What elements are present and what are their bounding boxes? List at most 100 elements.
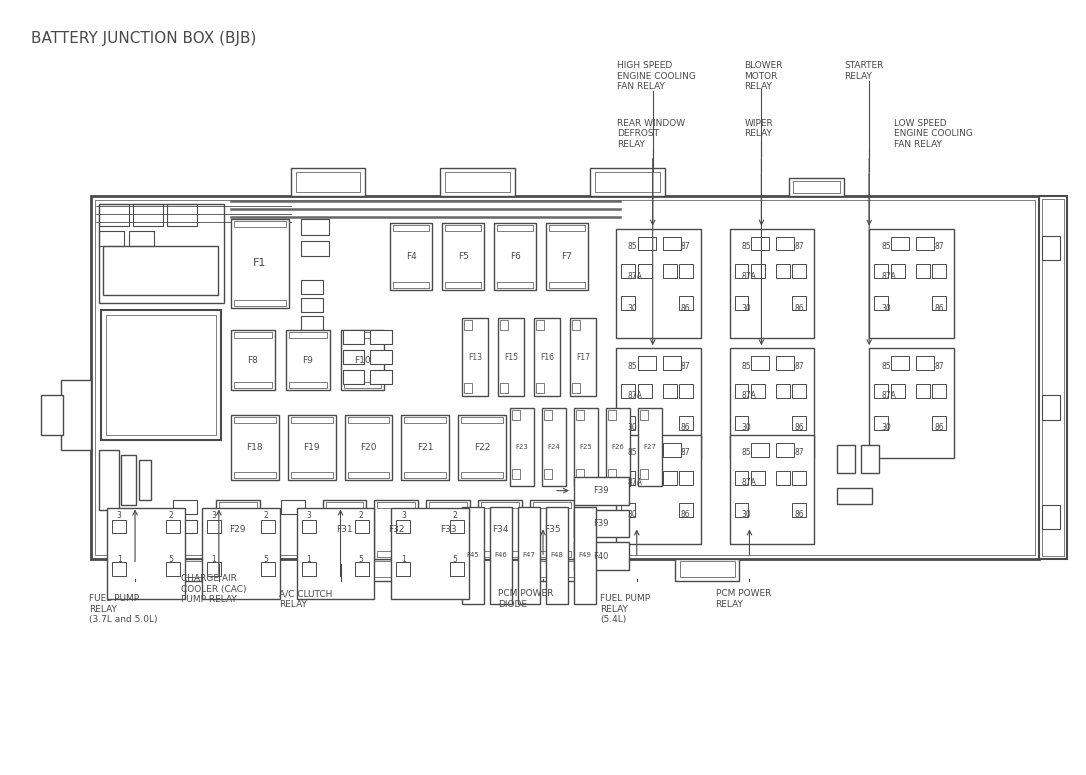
Bar	[793, 416, 806, 430]
Bar	[289, 332, 327, 338]
Text: 87A: 87A	[628, 391, 643, 401]
Text: 30: 30	[742, 510, 752, 519]
Bar	[793, 264, 806, 278]
Bar	[752, 384, 766, 398]
Bar	[478, 500, 522, 560]
Bar	[734, 416, 748, 430]
Bar	[91, 196, 1038, 560]
Bar	[662, 470, 677, 484]
Text: F24: F24	[547, 444, 560, 450]
Bar	[674, 560, 740, 581]
Bar	[679, 416, 693, 430]
Bar	[96, 200, 1035, 556]
Bar	[637, 236, 656, 250]
Text: F23: F23	[516, 444, 529, 450]
Bar	[752, 356, 769, 370]
Bar	[790, 177, 844, 196]
Text: 87A: 87A	[742, 272, 756, 281]
Bar	[345, 561, 401, 577]
Text: F18: F18	[247, 443, 263, 452]
Bar	[106, 315, 216, 435]
Bar	[544, 469, 552, 479]
Bar	[662, 356, 681, 370]
Bar	[776, 264, 791, 278]
Text: 5: 5	[453, 555, 457, 564]
Bar	[99, 204, 224, 303]
Bar	[730, 348, 814, 458]
Bar	[640, 469, 647, 479]
Bar	[391, 508, 469, 599]
Bar	[296, 508, 375, 599]
Text: HIGH SPEED
ENGINE COOLING
FAN RELAY: HIGH SPEED ENGINE COOLING FAN RELAY	[617, 61, 696, 91]
Text: 87: 87	[681, 448, 691, 457]
Text: 85: 85	[742, 242, 752, 251]
Bar	[874, 296, 888, 310]
Text: F17: F17	[576, 353, 590, 362]
Text: F39: F39	[593, 486, 608, 495]
Text: 5: 5	[168, 555, 174, 564]
Bar	[776, 443, 794, 456]
Text: 87: 87	[681, 362, 691, 370]
Bar	[542, 408, 566, 486]
Text: 3: 3	[401, 511, 406, 520]
Bar	[342, 370, 365, 384]
Bar	[326, 501, 364, 508]
Bar	[166, 561, 220, 577]
Bar	[752, 236, 769, 250]
Bar	[103, 246, 218, 295]
Bar	[343, 332, 381, 338]
Bar	[917, 264, 930, 278]
Bar	[892, 356, 909, 370]
Bar	[481, 501, 519, 508]
Text: 85: 85	[628, 362, 637, 370]
Text: F39: F39	[593, 519, 608, 528]
Bar	[621, 470, 634, 484]
Text: 2: 2	[453, 511, 457, 520]
Text: 1: 1	[401, 555, 406, 564]
Bar	[370, 350, 392, 364]
Text: 87A: 87A	[881, 391, 896, 401]
Bar	[445, 172, 510, 191]
Bar	[375, 500, 418, 560]
Bar	[752, 264, 766, 278]
Text: BLOWER
MOTOR
RELAY: BLOWER MOTOR RELAY	[745, 61, 783, 91]
Text: F8: F8	[248, 356, 258, 364]
Bar	[637, 384, 652, 398]
Bar	[573, 542, 629, 570]
Bar	[573, 507, 596, 604]
Text: 86: 86	[934, 423, 944, 432]
Bar	[166, 563, 180, 577]
Text: 30: 30	[742, 423, 752, 432]
Bar	[393, 282, 429, 288]
Bar	[637, 356, 656, 370]
Text: F49: F49	[579, 553, 592, 559]
Bar	[734, 470, 748, 484]
Text: F6: F6	[509, 252, 520, 261]
Bar	[534, 319, 560, 396]
Bar	[793, 296, 806, 310]
Bar	[378, 501, 415, 508]
Bar	[497, 225, 533, 231]
Bar	[734, 264, 748, 278]
Bar	[429, 501, 467, 508]
Text: 86: 86	[795, 423, 805, 432]
Text: 86: 86	[681, 304, 691, 313]
Bar	[355, 563, 369, 577]
Bar	[173, 500, 197, 514]
Bar	[869, 229, 954, 338]
Bar	[261, 563, 275, 577]
Bar	[440, 168, 515, 196]
Text: 86: 86	[795, 510, 805, 519]
Bar	[233, 382, 272, 388]
Bar	[536, 320, 544, 330]
Bar	[139, 460, 151, 500]
Bar	[621, 296, 634, 310]
Bar	[462, 417, 503, 423]
Bar	[167, 204, 197, 226]
Bar	[173, 519, 197, 533]
Bar	[233, 417, 276, 423]
Bar	[378, 551, 415, 557]
Text: 85: 85	[742, 448, 752, 457]
Bar	[776, 470, 791, 484]
Bar	[134, 204, 163, 226]
